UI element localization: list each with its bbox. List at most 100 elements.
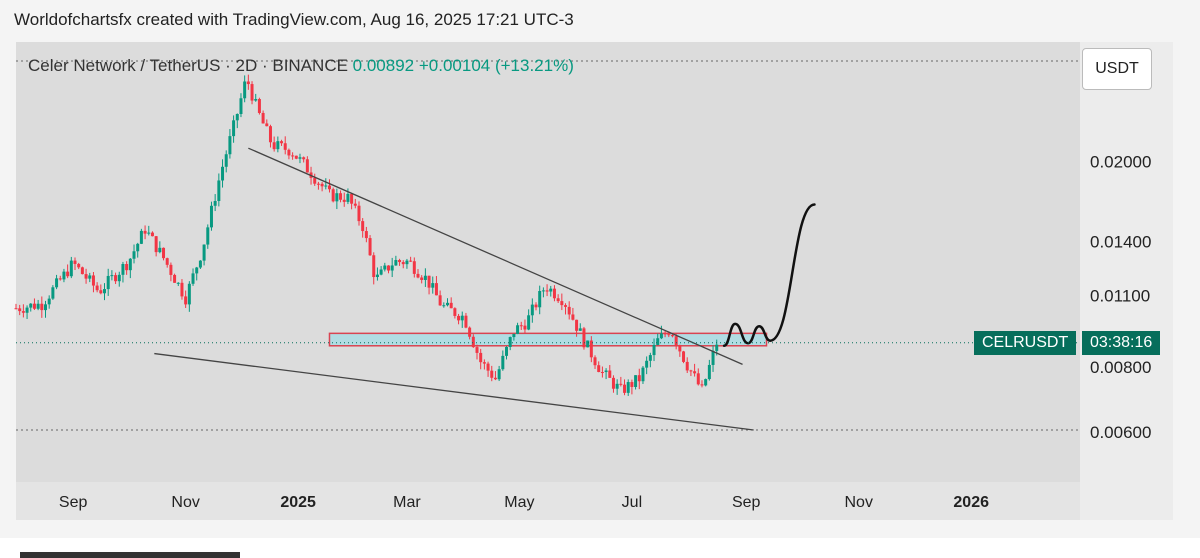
candle-body [165, 258, 169, 265]
candle-body [32, 303, 36, 309]
candle-body [18, 308, 22, 312]
candle-body [103, 289, 107, 294]
candle-body [604, 370, 608, 373]
candle-body [394, 260, 398, 266]
x-tick-label: Nov [844, 494, 872, 511]
candle-body [268, 126, 272, 143]
candle-body [586, 340, 590, 348]
candle-body [191, 273, 195, 284]
candle-body [69, 260, 73, 277]
candle-body [538, 291, 542, 308]
candle-body [541, 290, 545, 292]
candle-body [73, 260, 77, 264]
candle-body [364, 231, 368, 239]
candle-body [346, 193, 350, 202]
candle-body [608, 370, 612, 378]
candle-body [235, 113, 239, 121]
candle-body [342, 199, 346, 202]
candle-body [449, 302, 453, 309]
candle-body [405, 260, 409, 265]
candle-body [272, 142, 276, 150]
candle-body [58, 278, 62, 280]
candle-body [416, 273, 420, 278]
candle-body [99, 290, 103, 294]
candle-body [353, 203, 357, 206]
candle-body [368, 238, 372, 256]
candle-body [523, 325, 527, 330]
projected-path [722, 203, 816, 348]
candle-body [670, 335, 674, 337]
x-tick-label: Sep [732, 494, 761, 511]
x-tick-label: Sep [59, 494, 88, 511]
candle-body [44, 304, 48, 311]
candle-body [648, 355, 652, 361]
currency-selector[interactable]: USDT [1082, 48, 1152, 90]
x-tick-label: 2026 [953, 494, 989, 511]
candle-body [162, 247, 166, 259]
candle-body [479, 352, 483, 363]
candle-body [125, 264, 129, 271]
candle-body [401, 262, 405, 265]
candle-body [637, 375, 641, 382]
candle-body [184, 296, 188, 305]
candle-body [420, 277, 424, 280]
candle-body [704, 379, 708, 386]
candle-body [615, 383, 619, 389]
candle-body [77, 263, 81, 268]
candle-body [423, 275, 427, 280]
candle-body [298, 157, 302, 159]
x-tick-label: 2025 [280, 494, 316, 511]
candle-body [106, 275, 110, 290]
candle-body [246, 81, 250, 85]
candle-body [552, 288, 556, 299]
candle-body [589, 340, 593, 358]
candle-body [696, 373, 700, 385]
candle-body [62, 271, 66, 280]
candle-body [14, 308, 18, 310]
candle-body [689, 370, 693, 372]
candle-body [372, 255, 376, 278]
candle-body [527, 315, 531, 330]
candle-body [150, 232, 154, 237]
candle-body [254, 99, 258, 101]
candle-body [40, 303, 44, 311]
candle-body [114, 275, 118, 282]
candle-body [213, 201, 217, 206]
candle-body [139, 230, 143, 244]
candle-body [209, 205, 213, 228]
candle-body [578, 328, 582, 331]
candle-body [324, 185, 328, 187]
candle-body [91, 275, 95, 286]
candle-body [243, 81, 247, 99]
chart-area[interactable] [16, 42, 1173, 520]
bar-countdown: 03:38:16 [1082, 330, 1161, 355]
candle-body [516, 325, 520, 334]
candle-body [202, 244, 206, 261]
candle-body [117, 274, 121, 282]
candle-body [652, 344, 656, 356]
candle-body [490, 370, 494, 378]
candle-body [600, 372, 604, 374]
candle-body [398, 260, 402, 263]
candle-body [291, 155, 295, 157]
time-axis [16, 482, 1080, 520]
candle-body [530, 304, 534, 316]
candle-body [250, 84, 254, 101]
candle-body [383, 265, 387, 270]
candle-body [486, 363, 490, 371]
candle-body [261, 112, 265, 124]
chart-caption: Worldofchartsfx created with TradingView… [14, 10, 574, 29]
candle-body [176, 282, 180, 284]
candle-body [556, 298, 560, 302]
candle-body [232, 120, 236, 137]
candle-body [575, 319, 579, 331]
candle-body [582, 328, 586, 348]
candle-body [626, 382, 630, 393]
candle-body [645, 360, 649, 368]
footer-logo-fragment [20, 552, 240, 558]
candle-body [221, 166, 225, 181]
candle-body [667, 334, 671, 336]
candle-body [685, 361, 689, 371]
candle-body [693, 371, 697, 374]
